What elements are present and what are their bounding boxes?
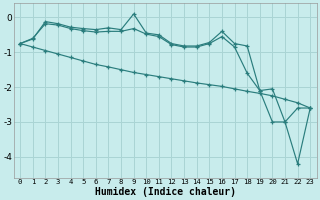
X-axis label: Humidex (Indice chaleur): Humidex (Indice chaleur)	[95, 186, 236, 197]
